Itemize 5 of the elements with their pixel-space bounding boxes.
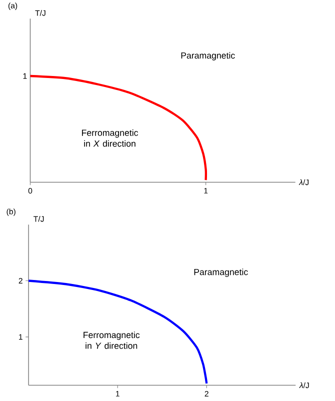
line-series <box>27 280 208 385</box>
annotation: Paramagnetic <box>194 268 248 277</box>
annotation: Ferromagnetic in Y direction <box>84 332 140 349</box>
annotation: Ferromagnetic in X direction <box>82 129 138 147</box>
text: Paramagnetic <box>181 52 235 60</box>
